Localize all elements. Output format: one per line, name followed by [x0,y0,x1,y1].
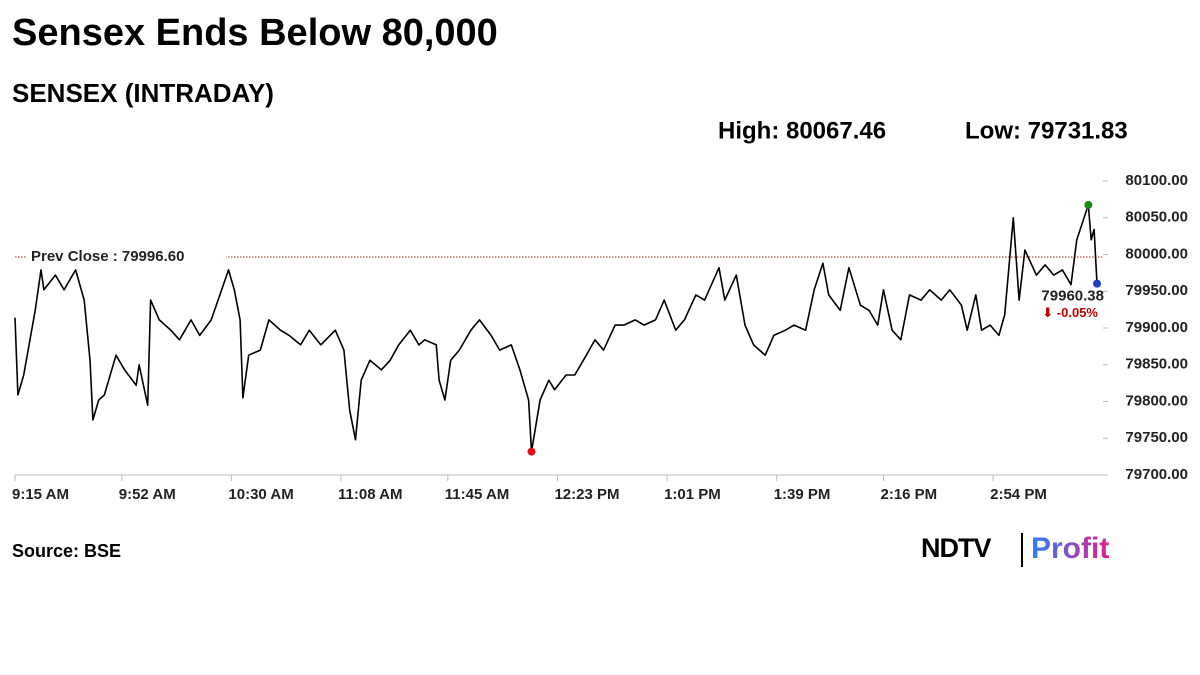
chart-title: Sensex Ends Below 80,000 [12,12,498,54]
high-marker [1084,200,1093,209]
y-tick-label: 80100.00 [1125,172,1188,189]
y-tick-label: 80000.00 [1125,245,1188,262]
y-tick-label: 79900.00 [1125,319,1188,336]
x-tick-label: 9:52 AM [119,486,176,503]
low-marker [527,447,536,456]
x-tick-label: 10:30 AM [228,486,293,503]
prev-close-bg [26,246,226,267]
logo-ndtv: NDTV [921,533,991,563]
change-label: ⬇ -0.05% [1042,305,1098,320]
last-marker [1093,279,1101,288]
source: Source: BSE [12,541,121,561]
y-tick-label: 79950.00 [1125,282,1188,299]
x-tick-label: 2:16 PM [880,486,937,503]
logo-profit: Profit [1031,532,1109,565]
low-label: Low: 79731.83 [965,117,1128,144]
y-tick-label: 79700.00 [1125,466,1188,483]
y-tick-label: 79850.00 [1125,356,1188,373]
high-label: High: 80067.46 [718,117,886,144]
x-tick-label: 12:23 PM [554,486,619,503]
x-tick-label: 2:54 PM [990,486,1047,503]
chart-subtitle: SENSEX (INTRADAY) [12,78,274,108]
prev-close-label: Prev Close : 79996.60 [31,248,184,265]
last-value-label: 79960.38 [1041,288,1104,305]
x-tick-label: 11:08 AM [338,486,402,503]
y-tick-label: 79800.00 [1125,392,1188,409]
x-tick-label: 1:39 PM [774,486,831,503]
y-tick-label: 79750.00 [1125,429,1188,446]
x-tick-label: 1:01 PM [664,486,721,503]
x-tick-label: 11:45 AM [445,486,509,503]
y-tick-label: 80050.00 [1125,209,1188,226]
price-line [14,204,1098,453]
x-tick-label: 9:15 AM [12,486,69,503]
